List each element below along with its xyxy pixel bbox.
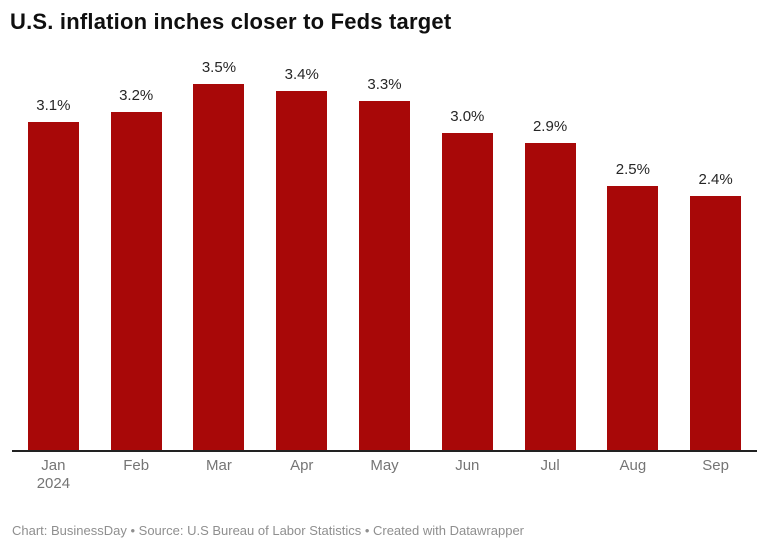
x-tick-label: May bbox=[343, 457, 426, 493]
bar bbox=[524, 143, 576, 450]
bar-value-label: 3.3% bbox=[367, 76, 402, 93]
bar bbox=[276, 91, 328, 450]
x-tick-line: Jul bbox=[540, 457, 560, 474]
bar-column: 3.1% bbox=[12, 60, 95, 450]
chart-footer: Chart: BusinessDay • Source: U.S Bureau … bbox=[12, 523, 525, 538]
x-tick-line: Aug bbox=[619, 457, 647, 474]
x-tick-line: 2024 bbox=[36, 475, 71, 492]
x-tick-label: Aug bbox=[591, 457, 674, 493]
x-tick-label: Jan 2024 bbox=[12, 457, 95, 493]
bar-chart-plot: 3.1% 3.2% 3.5% 3.4% 3.3% 3.0% 2.9% 2.5% 2.4% bbox=[12, 60, 757, 452]
x-tick-line: Sep bbox=[702, 457, 729, 474]
x-tick-line: May bbox=[370, 457, 399, 474]
x-tick-label: Jul bbox=[509, 457, 592, 493]
bar-column: 3.2% bbox=[95, 60, 178, 450]
bar-column: 2.5% bbox=[591, 60, 674, 450]
chart-title: U.S. inflation inches closer to Feds tar… bbox=[10, 9, 452, 34]
x-tick-label: Jun bbox=[426, 457, 509, 493]
x-tick-line: Feb bbox=[123, 457, 150, 474]
bar-column: 3.3% bbox=[343, 60, 426, 450]
bar bbox=[110, 112, 162, 450]
bar-column: 2.9% bbox=[509, 60, 592, 450]
bar bbox=[607, 186, 659, 450]
x-tick-line: Jun bbox=[455, 457, 480, 474]
x-tick-label: Mar bbox=[178, 457, 261, 493]
x-tick-line: Jan bbox=[41, 457, 66, 474]
bar-value-label: 3.0% bbox=[450, 108, 485, 125]
bar-value-label: 3.4% bbox=[284, 66, 319, 83]
bar bbox=[27, 122, 79, 450]
bar-value-label: 3.2% bbox=[119, 87, 154, 104]
bar bbox=[690, 196, 742, 450]
x-tick-line: Apr bbox=[290, 457, 314, 474]
bar-column: 3.5% bbox=[178, 60, 261, 450]
bar bbox=[441, 133, 493, 450]
bar-column: 3.0% bbox=[426, 60, 509, 450]
bar-value-label: 3.1% bbox=[36, 97, 71, 114]
bar-column: 3.4% bbox=[260, 60, 343, 450]
bar-column: 2.4% bbox=[674, 60, 757, 450]
x-tick-line: Mar bbox=[206, 457, 232, 474]
bar bbox=[359, 101, 411, 450]
bar-value-label: 2.4% bbox=[698, 171, 733, 188]
x-tick-label: Feb bbox=[95, 457, 178, 493]
bar-value-label: 2.9% bbox=[532, 118, 568, 135]
x-axis-labels: Jan 2024 Feb Mar Apr May Jun Jul Aug Sep bbox=[12, 457, 757, 493]
x-tick-label: Sep bbox=[674, 457, 757, 493]
x-tick-label: Apr bbox=[260, 457, 343, 493]
bar-value-label: 3.5% bbox=[201, 59, 237, 76]
bar-value-label: 2.5% bbox=[615, 161, 650, 178]
bar bbox=[193, 84, 245, 450]
